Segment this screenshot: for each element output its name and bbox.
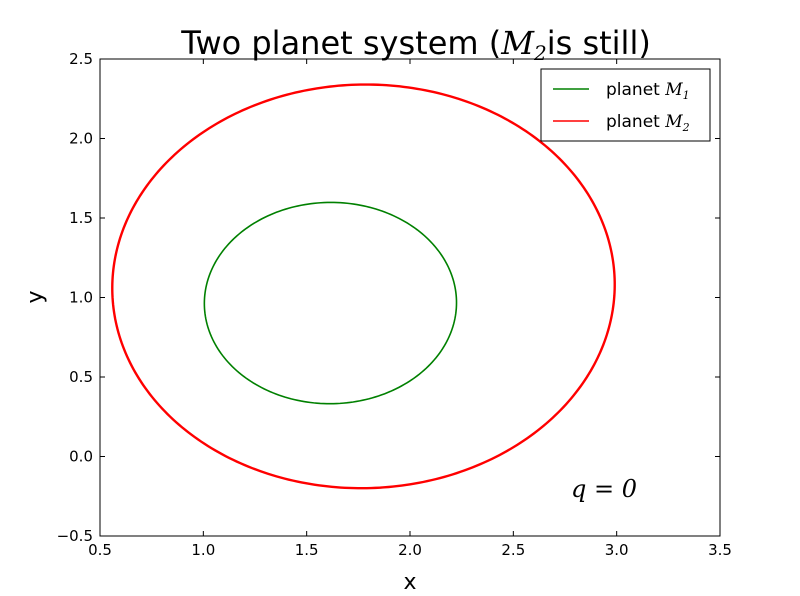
y-tick-label: −0.5 [57,527,93,545]
x-tick-label: 3.5 [708,541,732,559]
x-tick-label: 0.5 [88,541,112,559]
x-axis-label: x [403,570,416,595]
y-tick-label: 2.0 [69,130,93,148]
x-tick-label: 1.0 [191,541,215,559]
legend-label-2: planet M2 [606,112,690,134]
x-tick-label: 1.5 [295,541,319,559]
chart-title: Two planet system (M2is still) [180,24,651,65]
y-tick-label: 0.5 [69,368,93,386]
legend-label-1: planet M1 [606,80,690,102]
y-tick-label: 1.0 [69,289,93,307]
x-tick-label: 3.0 [605,541,629,559]
y-tick-label: 2.5 [69,50,93,68]
y-tick-label: 1.5 [69,209,93,227]
y-tick-label: 0.0 [69,448,93,466]
x-tick-label: 2.0 [398,541,422,559]
x-tick-label: 2.5 [501,541,525,559]
y-axis-label: y [23,290,48,303]
legend: planet M1 planet M2 [540,68,711,142]
legend-box [540,68,711,142]
plot-area: 0.5 1.0 1.5 2.0 2.5 3.0 3.5 −0.5 0.0 0.5 1.0 1.5 2.0… [57,50,732,559]
orbit-line-2 [111,83,616,490]
q-annotation: q = 0 [571,475,637,503]
orbit-line-1 [203,201,458,405]
